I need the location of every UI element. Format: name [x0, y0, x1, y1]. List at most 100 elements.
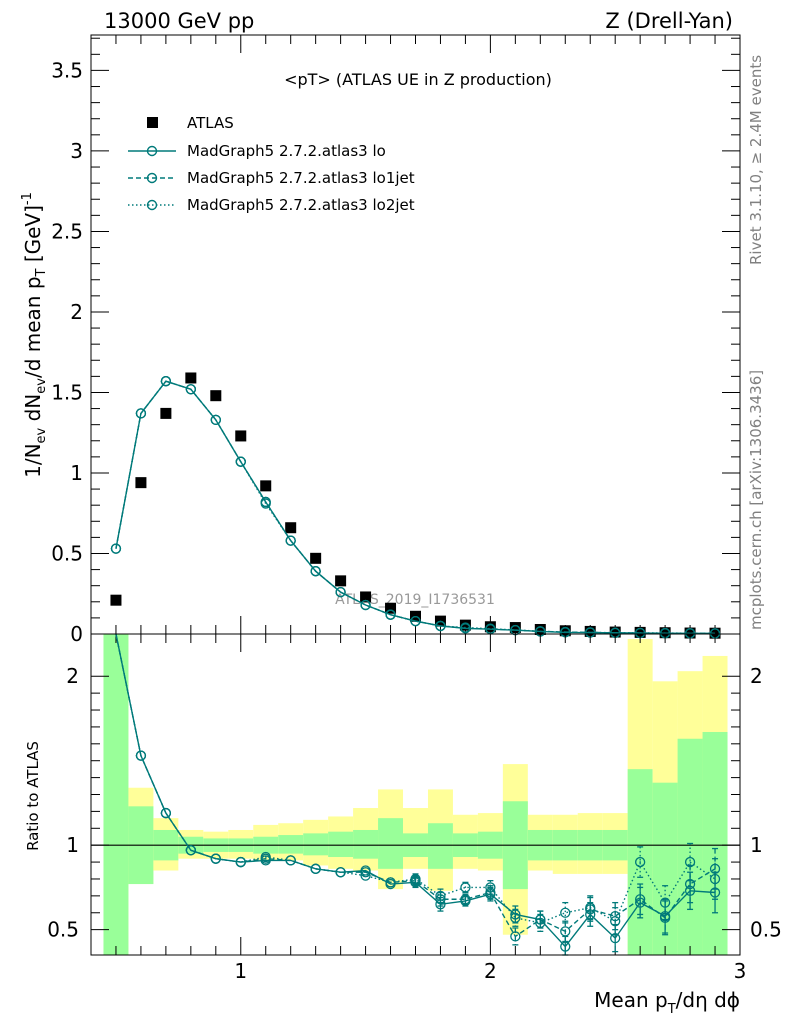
ratio-point [285, 855, 296, 866]
mc-point [410, 615, 421, 627]
mc-point [385, 609, 396, 620]
ratio-y-tick-label-right: 2 [750, 664, 763, 688]
ratio-y-tick-label-left: 2 [66, 664, 79, 688]
mc-point [485, 623, 496, 634]
atlas-data-point [260, 480, 272, 492]
x-tick-labels: 1 2 3 [234, 959, 746, 983]
main-y-axis-label: 1/Nev dNev/d mean pT [GeV]-1 [20, 192, 49, 478]
y-tick-label: 3 [70, 139, 83, 163]
ratio-y-tick-label-right: 0.5 [750, 918, 782, 942]
header-right-label: Z (Drell-Yan) [605, 9, 733, 33]
atlas-data-point [135, 477, 147, 489]
mc-point [235, 456, 246, 467]
ratio-y-axis-label: Ratio to ATLAS [24, 741, 42, 851]
ratio-point [709, 863, 721, 874]
mc-point [460, 622, 471, 633]
band-1sigma [702, 731, 728, 955]
band-1sigma [677, 738, 703, 955]
y-tick-label: 1.5 [51, 380, 83, 404]
atlas-data-point [509, 622, 521, 634]
ratio-point [435, 894, 446, 905]
atlas-data-point [559, 625, 571, 637]
ratio-point [610, 932, 621, 944]
mc-point [335, 586, 346, 598]
ratio-point [235, 856, 246, 868]
legend: ATLAS MadGraph5 2.7.2.atlas3 lo MadGraph… [128, 114, 415, 214]
ratio-point [610, 916, 621, 927]
atlas-data-point [210, 390, 222, 402]
mc-point [360, 599, 371, 611]
atlas-data-point [310, 552, 322, 564]
atlas-data-point [459, 619, 471, 631]
legend-lo1jet-marker [146, 172, 158, 184]
band-1sigma [378, 818, 404, 869]
legend-atlas-marker [147, 117, 158, 128]
mc-point [210, 414, 221, 425]
y-tick-label: 0 [70, 622, 83, 646]
ratio-point [635, 894, 646, 905]
legend-lo1jet-label: MadGraph5 2.7.2.atlas3 lo1jet [187, 169, 415, 187]
atlas-data-point [360, 591, 372, 603]
mc-point [160, 376, 172, 387]
atlas-data-point [534, 623, 546, 635]
y-tick-label: 0.5 [51, 541, 83, 565]
ratio-markers [115, 633, 721, 956]
header: 13000 GeV pp Z (Drell-Yan) [104, 9, 733, 33]
atlas-data-point [584, 625, 596, 637]
side-labels: Rivet 3.1.10, ≥ 2.4M events mcplots.cern… [747, 55, 765, 630]
ratio-point [360, 870, 371, 881]
atlas-data-point [235, 430, 247, 442]
header-left-label: 13000 GeV pp [104, 9, 254, 33]
ratio-point [485, 882, 496, 893]
legend-lo-marker [146, 145, 158, 157]
atlas-data-point [484, 621, 496, 633]
ratio-point [535, 917, 546, 929]
ratio-y-tick-labels: 0.5 0.5 1 1 2 2 [47, 664, 782, 941]
ratio-point [460, 882, 471, 893]
atlas-data-point [335, 575, 347, 587]
ratio-point [684, 856, 696, 868]
ratio-point [560, 926, 571, 937]
ratio-point [435, 890, 446, 902]
mc-point [435, 620, 446, 632]
x-tick-label: 1 [234, 959, 247, 983]
ratio-line-2 [115, 633, 716, 924]
x-tick-label: 3 [734, 959, 747, 983]
ratio-point [709, 873, 721, 885]
ratio-frame [90, 633, 741, 956]
ratio-point [659, 897, 671, 908]
y-tick-label: 2.5 [51, 219, 83, 243]
ratio-point [510, 912, 521, 923]
ratio-point [659, 912, 671, 923]
ratio-axis-ticks [91, 634, 740, 955]
band-1sigma [303, 833, 329, 856]
ratio-uncertainty-bands [103, 634, 728, 955]
ratio-point [210, 853, 221, 864]
y-tick-label: 2 [70, 300, 83, 324]
y-tick-label: 3.5 [51, 58, 83, 82]
atlas-data-point [385, 602, 397, 614]
ratio-line-1 [115, 633, 716, 938]
ratio-point [460, 894, 471, 905]
atlas-data-point [185, 372, 197, 384]
ratio-point [135, 750, 147, 761]
ratio-point [560, 907, 571, 918]
main-axis-ticks [91, 35, 740, 635]
ratio-point [385, 877, 396, 888]
ratio-y-tick-label-left: 0.5 [47, 918, 79, 942]
rivet-version-label: Rivet 3.1.10, ≥ 2.4M events [747, 55, 765, 265]
main-y-tick-labels: 0 0.5 1 1.5 2 2.5 3 3.5 [51, 58, 83, 646]
x-tick-label: 2 [484, 959, 497, 983]
ratio-point [185, 845, 196, 856]
band-1sigma [328, 831, 354, 858]
watermark-label: ATLAS_2019_I1736531 [335, 592, 495, 608]
legend-lo2jet-marker [146, 199, 158, 211]
ratio-point [360, 867, 371, 878]
ratio-point [635, 856, 646, 868]
band-1sigma [103, 634, 129, 955]
ratio-point [260, 851, 271, 863]
ratio-point [160, 807, 172, 819]
main-panel: <pT> (ATLAS UE in Z production) ATLAS_20… [20, 34, 741, 646]
ratio-point [410, 873, 421, 885]
ratio-point [485, 887, 496, 898]
